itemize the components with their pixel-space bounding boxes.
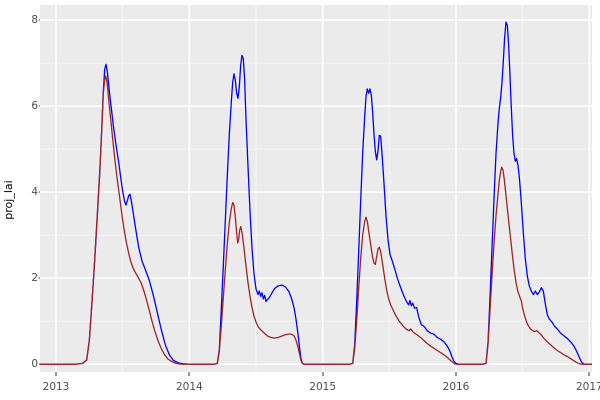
y-axis-tick-label: 2: [31, 272, 38, 285]
y-axis-title-label: proj_lai: [1, 180, 15, 220]
x-axis-tick-mark: [322, 372, 324, 376]
x-axis-tick-label: 2013: [42, 381, 70, 393]
y-axis-tick-group: 0 2 4 6 8: [16, 0, 42, 400]
series-line-blue: [40, 21, 592, 365]
x-axis-tick-mark: [588, 372, 590, 376]
y-axis-tick-label: 6: [31, 100, 38, 113]
chart-canvas: [40, 5, 592, 372]
y-axis-tick-label: 0: [31, 358, 38, 371]
y-axis-tick-label: 8: [31, 14, 38, 27]
series-line-red: [40, 75, 592, 365]
x-axis-tick-label: 2015: [309, 381, 337, 393]
x-axis-tick-label: 2016: [442, 381, 470, 393]
y-axis-tick-label: 4: [31, 186, 38, 199]
x-axis-tick-mark: [55, 372, 57, 376]
x-axis-tick-mark: [188, 372, 190, 376]
x-axis-tick-label: 2014: [175, 381, 203, 393]
x-axis-tick-label: 2017: [575, 381, 600, 393]
series-lines: [40, 21, 592, 365]
x-axis-tick-mark: [455, 372, 457, 376]
panel-background: [40, 5, 592, 372]
x-axis-tick-group: 2013 2014 2015 2016 2017: [0, 372, 600, 400]
y-axis-title: proj_lai: [0, 0, 16, 400]
chart-panel: [40, 5, 592, 372]
